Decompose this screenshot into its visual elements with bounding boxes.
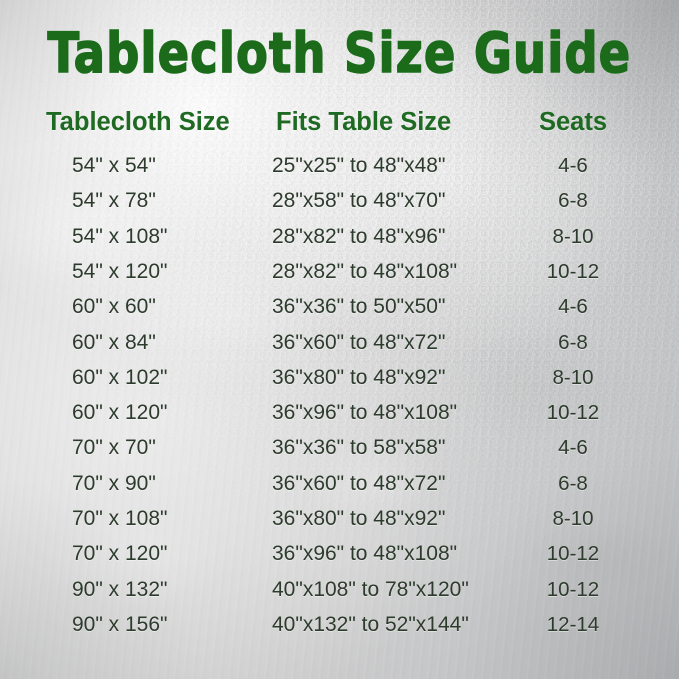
column-header-fits-table-size: Fits Table Size xyxy=(276,108,452,136)
cell-fits-table-size: 36"x96" to 48"x108" xyxy=(272,401,458,425)
cell-fits-table-size: 36"x36" to 58"x58" xyxy=(272,436,446,460)
cell-tablecloth-size: 60" x 84" xyxy=(72,330,156,354)
cell-seats: 4-6 xyxy=(558,436,588,460)
cell-fits-table-size: 36"x60" to 48"x72" xyxy=(272,330,446,354)
cell-seats: 10-12 xyxy=(546,401,600,425)
cell-fits-table-size: 40"x108" to 78"x120" xyxy=(272,577,469,601)
cell-tablecloth-size: 70" x 120" xyxy=(72,542,168,566)
cell-fits-table-size: 28"x58" to 48"x70" xyxy=(272,189,446,213)
cell-fits-table-size: 25"x25" to 48"x48" xyxy=(272,154,446,177)
cell-seats: 4-6 xyxy=(558,154,588,177)
cell-seats: 8-10 xyxy=(552,365,594,389)
cell-tablecloth-size: 90" x 132" xyxy=(72,577,168,601)
cell-seats: 10-12 xyxy=(546,542,600,566)
column-header-tablecloth-size: Tablecloth Size xyxy=(46,108,230,136)
cell-tablecloth-size: 60" x 60" xyxy=(72,295,156,319)
cell-seats: 12-14 xyxy=(546,612,600,636)
cell-tablecloth-size: 54" x 54" xyxy=(72,154,156,177)
cell-seats: 4-6 xyxy=(558,295,588,319)
cell-seats: 6-8 xyxy=(558,471,588,495)
cell-tablecloth-size: 70" x 70" xyxy=(72,436,156,460)
page-title: Tablecloth Size Guide xyxy=(47,21,632,85)
cell-seats: 6-8 xyxy=(558,189,588,213)
cell-seats: 10-12 xyxy=(546,259,600,283)
cell-seats: 8-10 xyxy=(552,507,594,530)
cell-fits-table-size: 36"x80" to 48"x92" xyxy=(272,365,446,389)
cell-tablecloth-size: 90" x 156" xyxy=(72,612,168,636)
cell-fits-table-size: 36"x80" to 48"x92" xyxy=(272,507,446,530)
cell-seats: 8-10 xyxy=(552,224,594,248)
cell-fits-table-size: 28"x82" to 48"x96" xyxy=(272,224,446,248)
cell-seats: 10-12 xyxy=(546,577,600,601)
cell-tablecloth-size: 54" x 120" xyxy=(72,259,168,283)
column-header-seats: Seats xyxy=(538,108,608,136)
cell-tablecloth-size: 60" x 102" xyxy=(72,365,168,389)
cell-tablecloth-size: 70" x 90" xyxy=(72,471,156,495)
cell-fits-table-size: 36"x60" to 48"x72" xyxy=(272,471,446,495)
cell-fits-table-size: 28"x82" to 48"x108" xyxy=(272,259,458,283)
cell-fits-table-size: 36"x96" to 48"x108" xyxy=(272,542,458,566)
cell-seats: 6-8 xyxy=(558,330,588,354)
cell-tablecloth-size: 70" x 108" xyxy=(72,507,168,530)
cell-fits-table-size: 40"x132" to 52"x144" xyxy=(272,612,469,636)
cell-fits-table-size: 36"x36" to 50"x50" xyxy=(272,295,446,319)
cell-tablecloth-size: 54" x 78" xyxy=(72,189,156,213)
cell-tablecloth-size: 60" x 120" xyxy=(72,401,168,425)
cell-tablecloth-size: 54" x 108" xyxy=(72,224,168,248)
